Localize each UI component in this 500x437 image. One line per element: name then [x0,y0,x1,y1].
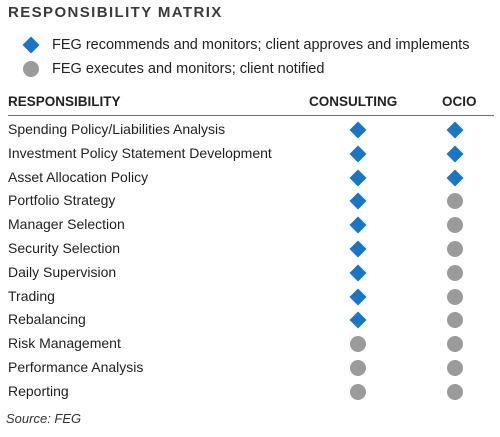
blue-diamond-icon [349,169,367,187]
blue-diamond-icon [446,121,464,139]
blue-diamond-icon [349,216,367,234]
column-header-ocio: OCIO [442,94,477,109]
gray-circle-icon [22,60,40,78]
responsibility-label: Daily Supervision [8,263,117,280]
legend-label: FEG executes and monitors; client notifi… [52,61,325,77]
table-row: Daily Supervision [8,261,494,285]
responsibility-label: Portfolio Strategy [8,192,116,209]
column-header-responsibility: RESPONSIBILITY [8,94,121,109]
responsibility-label: Security Selection [8,239,121,256]
table-row: Performance Analysis [8,356,494,380]
table-row: Trading [8,285,494,309]
table-row: Risk Management [8,332,494,356]
legend-item-recommends: FEG recommends and monitors; client appr… [22,35,469,55]
gray-circle-icon [446,383,464,401]
responsibility-label: Risk Management [8,335,121,352]
gray-circle-icon [349,359,367,377]
table-header: RESPONSIBILITY CONSULTING OCIO [8,94,494,116]
blue-diamond-icon [349,240,367,258]
gray-circle-icon [349,383,367,401]
blue-diamond-icon [446,169,464,187]
responsibility-label: Investment Policy Statement Development [8,144,272,161]
blue-diamond-icon [349,264,367,282]
gray-circle-icon [446,192,464,210]
table-row: Investment Policy Statement Development [8,142,494,166]
responsibility-label: Spending Policy/Liabilities Analysis [8,121,226,137]
source-note: Source: FEG [6,411,82,426]
header-divider [8,115,494,116]
blue-diamond-icon [22,36,40,54]
matrix-rows: Spending Policy/Liabilities Analysis Inve… [8,118,494,404]
responsibility-label: Rebalancing [8,311,86,328]
table-row: Security Selection [8,237,494,261]
gray-circle-icon [446,359,464,377]
matrix-title: RESPONSIBILITY MATRIX [8,4,223,21]
gray-circle-icon [446,288,464,306]
responsibility-label: Asset Allocation Policy [8,168,149,185]
table-row: Rebalancing [8,308,494,332]
responsibility-label: Performance Analysis [8,358,144,375]
table-row: Asset Allocation Policy [8,166,494,190]
table-row: Manager Selection [8,213,494,237]
table-row: Reporting [8,380,494,404]
gray-circle-icon [446,311,464,329]
gray-circle-icon [446,216,464,234]
blue-diamond-icon [446,145,464,163]
blue-diamond-icon [349,288,367,306]
responsibility-label: Manager Selection [8,216,125,233]
table-row: Spending Policy/Liabilities Analysis [8,118,494,142]
column-header-consulting: CONSULTING [309,94,398,109]
blue-diamond-icon [349,311,367,329]
table-row: Portfolio Strategy [8,189,494,213]
blue-diamond-icon [349,192,367,210]
gray-circle-icon [349,335,367,353]
responsibility-label: Trading [8,287,55,304]
blue-diamond-icon [349,121,367,139]
legend-item-executes: FEG executes and monitors; client notifi… [22,59,324,79]
gray-circle-icon [446,264,464,282]
legend-label: FEG recommends and monitors; client appr… [52,37,470,53]
responsibility-label: Reporting [8,382,69,399]
blue-diamond-icon [349,145,367,163]
gray-circle-icon [446,335,464,353]
gray-circle-icon [446,240,464,258]
